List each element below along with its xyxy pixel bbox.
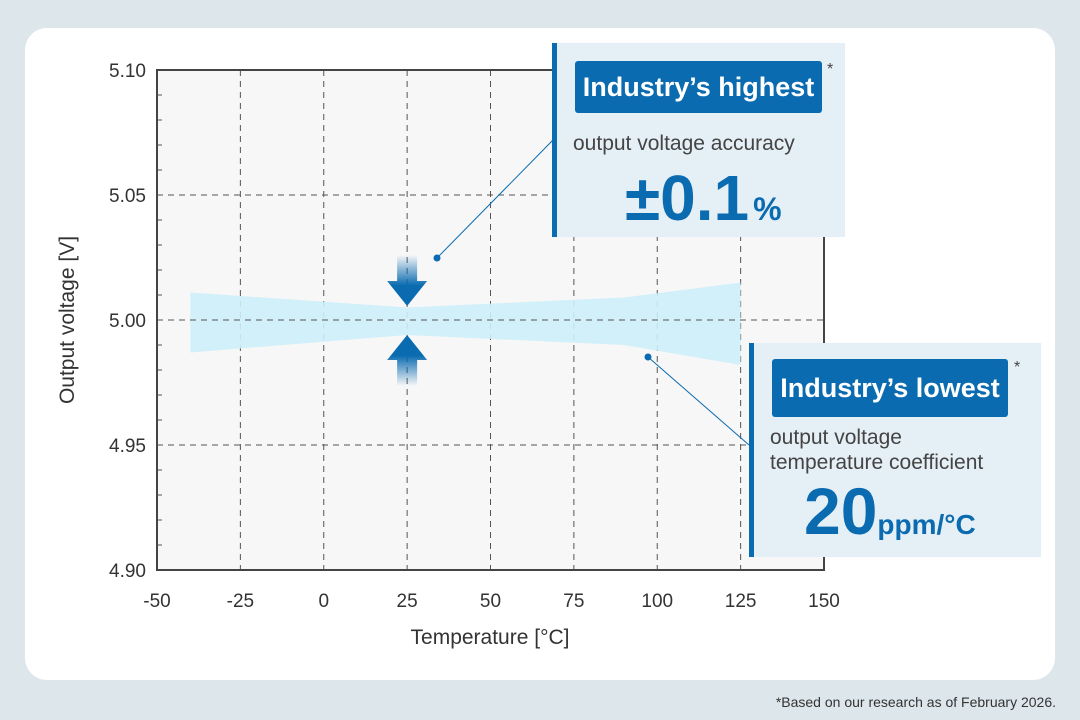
- y-axis-label: Output voltage [V]: [56, 236, 79, 404]
- arrow-down-icon: [387, 255, 428, 306]
- x-tick-label: 0: [318, 591, 329, 612]
- x-tick-label: -25: [227, 591, 254, 612]
- tempco-callout: Industry’s lowest * output voltage tempe…: [749, 343, 1041, 557]
- arrow-up-icon: [387, 335, 428, 386]
- y-tick-label: 5.05: [109, 186, 146, 207]
- y-tick-label: 4.90: [109, 561, 146, 582]
- tempco-unit: ppm/°C: [877, 509, 976, 540]
- callout-dot: [433, 254, 441, 262]
- x-axis-label: Temperature [°C]: [411, 626, 570, 649]
- y-tick-label: 5.10: [109, 61, 146, 82]
- accuracy-value-group: ±0.1%: [625, 161, 782, 235]
- tempco-value-group: 20ppm/°C: [804, 473, 976, 549]
- accuracy-unit: %: [753, 191, 782, 227]
- accuracy-callout: Industry’s highest * output voltage accu…: [552, 43, 845, 237]
- asterisk: *: [1014, 359, 1021, 376]
- asterisk: *: [827, 61, 834, 78]
- x-tick-label: 25: [397, 591, 418, 612]
- tempco-line1: output voltage: [770, 426, 902, 449]
- x-tick-label: 150: [808, 591, 840, 612]
- tempco-value: 20: [804, 474, 878, 548]
- x-tick-label: 125: [725, 591, 757, 612]
- footnote: *Based on our research as of February 20…: [775, 694, 1056, 710]
- callout-dot: [644, 353, 652, 361]
- y-tick-label: 5.00: [109, 311, 146, 332]
- x-tick-label: 75: [563, 591, 584, 612]
- callout-connector: [647, 356, 750, 446]
- accuracy-value: ±0.1: [625, 162, 750, 234]
- y-tick-label: 4.95: [109, 436, 146, 457]
- accuracy-text: output voltage accuracy: [573, 132, 795, 155]
- x-tick-label: -50: [143, 591, 170, 612]
- tempco-badge: Industry’s lowest: [772, 359, 1008, 417]
- x-tick-label: 100: [641, 591, 673, 612]
- callout-connector: [436, 139, 554, 259]
- tempco-line2: temperature coefficient: [770, 451, 984, 474]
- accuracy-badge: Industry’s highest: [575, 61, 822, 113]
- voltage-range-band: [190, 282, 741, 365]
- x-tick-label: 50: [480, 591, 501, 612]
